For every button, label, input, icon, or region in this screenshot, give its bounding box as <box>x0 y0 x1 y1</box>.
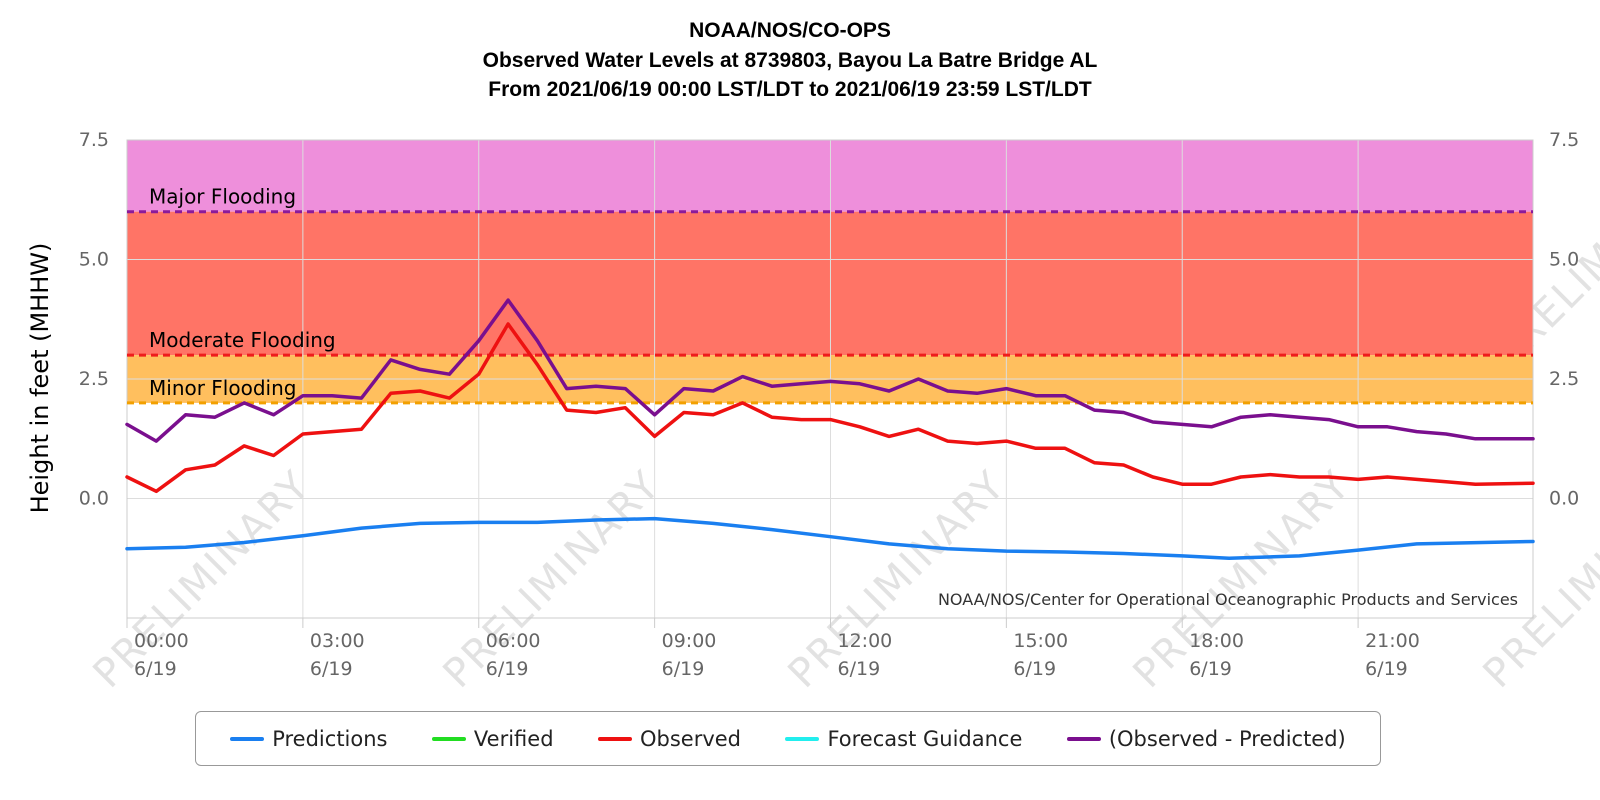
legend-swatch-4 <box>1066 736 1101 741</box>
chart-titles: NOAA/NOS/CO-OPS Observed Water Levels at… <box>483 19 1098 101</box>
chart-title-line-2: Observed Water Levels at 8739803, Bayou … <box>483 49 1098 72</box>
watermark-text-4: PRELIMINARY <box>1475 462 1600 697</box>
watermark-text-3: PRELIMINARY <box>1125 462 1360 697</box>
series-line-0 <box>125 516 1535 561</box>
watermark-text-0: PRELIMINARY <box>85 462 320 697</box>
threshold-lines: Major Flooding Moderate Flooding Minor Flo… <box>127 185 1533 405</box>
y-tick-label-right-1: 2.5 <box>1549 368 1579 390</box>
legend-item-0[interactable]: Predictions <box>230 727 387 751</box>
x-tick-time-3: 09:00 <box>662 630 717 652</box>
x-tick-time-4: 12:00 <box>837 630 892 652</box>
credit-text: NOAA/NOS/Center for Operational Oceanogr… <box>938 590 1518 609</box>
x-tick-date-4: 6/19 <box>837 658 880 680</box>
threshold-label-2: Minor Flooding <box>149 376 296 400</box>
y-tick-label-1: 2.5 <box>79 368 109 390</box>
threshold-label-0: Major Flooding <box>149 185 296 209</box>
x-tick-date-3: 6/19 <box>662 658 705 680</box>
x-tick-date-5: 6/19 <box>1013 658 1056 680</box>
x-tick-time-1: 03:00 <box>310 630 365 652</box>
x-tick-date-1: 6/19 <box>310 658 353 680</box>
axes: 0.0 2.5 5.0 7.5 0.0 2.5 5.0 7.5 00:00 6/19 03:00 6/… <box>79 129 1579 680</box>
series-line-2 <box>125 322 1535 494</box>
y-axis-label: Height in feet (MHHW) <box>26 243 54 514</box>
x-tick-date-2: 6/19 <box>486 658 529 680</box>
y-tick-label-right-2: 5.0 <box>1549 249 1579 271</box>
series-line-4 <box>125 298 1535 443</box>
y-tick-label-right-0: 0.0 <box>1549 488 1579 510</box>
threshold-label-1: Moderate Flooding <box>149 328 336 352</box>
legend-swatch-2 <box>597 736 632 741</box>
legend-label-0: Predictions <box>272 726 388 751</box>
x-tick-time-5: 15:00 <box>1013 630 1068 652</box>
watermark-text-1: PRELIMINARY <box>435 462 670 697</box>
x-tick-time-0: 00:00 <box>134 630 189 652</box>
x-tick-time-6: 18:00 <box>1189 630 1244 652</box>
legend-swatch-1 <box>431 736 466 741</box>
chart-title-line-3: From 2021/06/19 00:00 LST/LDT to 2021/06… <box>488 78 1092 101</box>
y-tick-label-right-3: 7.5 <box>1549 129 1579 151</box>
y-tick-label-2: 5.0 <box>79 249 109 271</box>
x-tick-time-7: 21:00 <box>1365 630 1420 652</box>
chart-title-line-1: NOAA/NOS/CO-OPS <box>689 19 891 42</box>
y-tick-label-3: 7.5 <box>79 129 109 151</box>
legend-swatch-0 <box>230 736 265 741</box>
legend-label-1: Verified <box>473 726 554 751</box>
legend-item-1[interactable]: Verified <box>431 726 554 751</box>
legend-item-2[interactable]: Observed <box>597 726 742 751</box>
legend-label-2: Observed <box>639 726 742 751</box>
x-tick-date-0: 6/19 <box>134 658 177 680</box>
legend-label-4: (Observed - Predicted) <box>1108 726 1346 751</box>
legend-item-4[interactable]: (Observed - Predicted) <box>1066 726 1346 751</box>
legend-swatch-3 <box>785 736 820 741</box>
watermark-text-2: PRELIMINARY <box>780 462 1015 697</box>
x-tick-date-6: 6/19 <box>1189 658 1232 680</box>
legend-label-3: Forecast Guidance <box>827 726 1023 751</box>
legend-item-3[interactable]: Forecast Guidance <box>785 727 1022 751</box>
y-tick-label-0: 0.0 <box>79 488 109 510</box>
x-tick-time-2: 06:00 <box>486 630 541 652</box>
legend: Predictions Verified Observed Forecast Guid… <box>195 711 1381 766</box>
series-lines <box>125 298 1535 561</box>
x-tick-date-7: 6/19 <box>1365 658 1408 680</box>
